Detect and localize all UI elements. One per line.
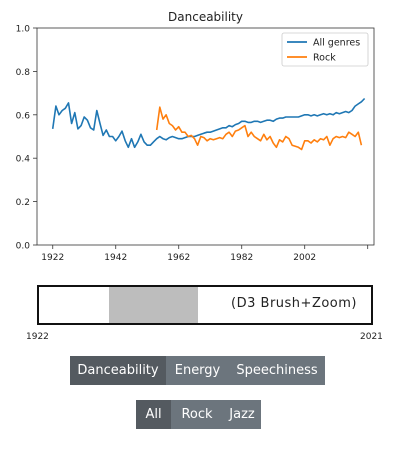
x-tick-label: 2002 (293, 253, 316, 263)
metric-button-energy[interactable]: Energy (166, 356, 229, 385)
chart-svg: Danceability 0.0 0.2 0.4 0.6 0.8 1.0 1922 1942 19… (16, 10, 375, 263)
legend-label: All genres (313, 38, 360, 49)
x-tick-label: 1982 (230, 253, 253, 263)
brush-min-label: 1922 (26, 332, 49, 342)
series-line-rock (155, 106, 363, 151)
legend-label: Rock (313, 53, 336, 64)
x-tick-label: 1922 (41, 253, 64, 263)
y-tick-label: 0.6 (16, 111, 31, 121)
chart-title: Danceability (168, 10, 243, 24)
brush-max-label: 2021 (360, 332, 383, 342)
plot-area (36, 27, 375, 246)
series-line-all-genres (51, 97, 366, 149)
metric-button-speechiness[interactable]: Speechiness (229, 356, 325, 385)
y-tick-label: 0.4 (16, 155, 31, 165)
metric-button-danceability[interactable]: Danceability (70, 356, 166, 385)
y-tick-label: 0.2 (16, 198, 30, 208)
genre-button-all[interactable]: All (136, 400, 171, 429)
y-tick-label: 0.8 (16, 68, 31, 78)
genre-button-jazz[interactable]: Jazz (223, 400, 261, 429)
brush-zoom-control[interactable]: (D3 Brush+Zoom) (37, 285, 373, 325)
y-tick-label: 0.0 (16, 242, 31, 252)
y-tick-label: 1.0 (16, 25, 31, 35)
brush-selection[interactable] (108, 287, 199, 323)
brush-caption: (D3 Brush+Zoom) (231, 296, 357, 311)
genre-button-rock[interactable]: Rock (171, 400, 223, 429)
x-tick-label: 1942 (104, 253, 127, 263)
metric-button-group: Danceability Energy Speechiness (70, 356, 325, 385)
genre-button-group: All Rock Jazz (136, 400, 261, 429)
x-tick-label: 1962 (167, 253, 190, 263)
line-chart: Danceability 0.0 0.2 0.4 0.6 0.8 1.0 1922 1942 19… (16, 10, 375, 263)
